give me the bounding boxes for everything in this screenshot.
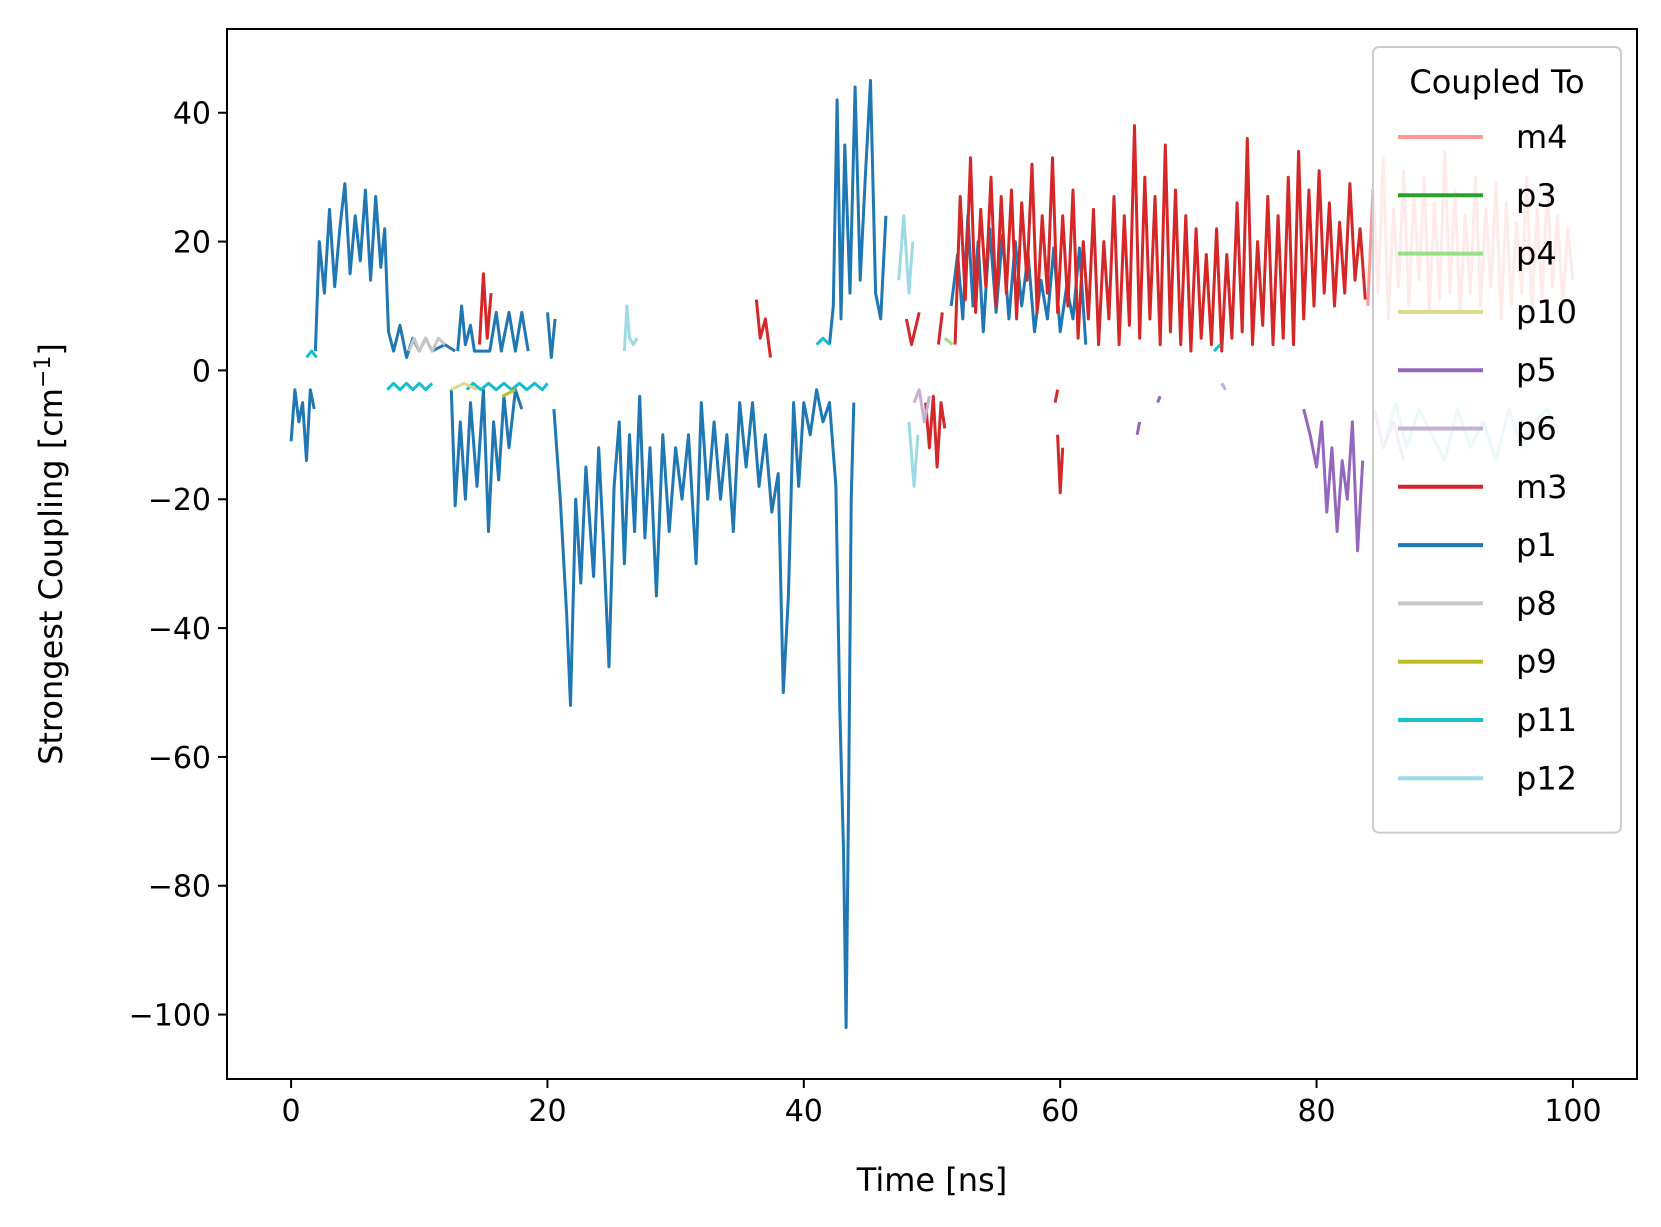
- legend-label-p3: p3: [1516, 176, 1557, 214]
- series-p10-segment-0: [450, 381, 478, 392]
- series-p5: [1135, 395, 1365, 553]
- series-p5-segment-1: [1135, 421, 1142, 436]
- series-m3-segment-2: [904, 312, 921, 347]
- x-axis-label: Time [ns]: [856, 1161, 1007, 1199]
- series-p11-segment-2: [305, 349, 318, 359]
- series-p4: [943, 337, 954, 346]
- plot-frame: [226, 28, 1638, 1080]
- y-tick-label-20: 20: [173, 226, 211, 261]
- series-m3-segment-5: [953, 124, 1367, 353]
- legend-label-m4: m4: [1516, 118, 1568, 156]
- legend-label-p9: p9: [1516, 643, 1557, 681]
- x-tick-label-60: 60: [1041, 1094, 1079, 1129]
- tick-layer: 0 20 40 60 80 100 40 20 0 −20 −40 −60 −80 −100: [129, 97, 1602, 1129]
- series-m3-segment-7: [1056, 434, 1065, 495]
- series-p9: [501, 388, 517, 398]
- series-m3-segment-6: [1053, 389, 1060, 403]
- series-m3-segment-1: [754, 299, 772, 358]
- legend-label-p5: p5: [1516, 351, 1557, 389]
- y-tick-label--20: −20: [148, 483, 211, 518]
- legend-label-p1: p1: [1516, 526, 1557, 564]
- y-tick-label--40: −40: [148, 612, 211, 647]
- series-p1-segment-7: [949, 214, 1088, 345]
- x-tick-label-20: 20: [528, 1094, 566, 1129]
- series-m3: [478, 124, 1367, 495]
- series-p12-segment-0: [622, 304, 639, 352]
- x-tick-label-40: 40: [785, 1094, 823, 1129]
- series-p1-segment-3: [456, 304, 530, 353]
- series-m3-segment-3: [924, 394, 947, 469]
- x-tick-label-0: 0: [282, 1094, 301, 1129]
- y-axis-label: Strongest Coupling [cm−1]: [31, 343, 70, 765]
- x-tick-label-100: 100: [1544, 1094, 1601, 1129]
- y-tick-label--80: −80: [148, 870, 211, 905]
- legend-label-p12: p12: [1516, 759, 1577, 797]
- legend-box: [1372, 46, 1622, 834]
- series-p1-segment-5: [552, 388, 856, 1029]
- series-p10: [450, 381, 478, 392]
- y-tick-label-0: 0: [192, 354, 211, 389]
- series-p8-segment-0: [407, 336, 446, 353]
- series-layer: [289, 79, 1575, 1029]
- series-p12-segment-2: [907, 421, 920, 488]
- series-p11: [305, 336, 1222, 392]
- series-p6-segment-0: [912, 388, 931, 424]
- legend-label-p11: p11: [1516, 701, 1577, 739]
- y-tick-label-40: 40: [173, 97, 211, 132]
- x-tick-label-80: 80: [1297, 1094, 1335, 1129]
- series-p5-segment-0: [1302, 408, 1365, 553]
- legend: Coupled To m4 p3 p4 p10 p5 p6 m3 p1 p8 p9 p11 p12: [1372, 46, 1622, 834]
- series-p1: [289, 79, 1088, 1029]
- y-tick-label--60: −60: [148, 741, 211, 776]
- legend-label-p10: p10: [1516, 293, 1577, 331]
- series-p1-segment-0: [289, 388, 316, 463]
- series-m3-segment-0: [478, 272, 493, 345]
- y-axis-label-close: ]: [32, 343, 70, 355]
- y-axis-label-main: Strongest Coupling [cm: [32, 388, 70, 765]
- y-axis-label-superscript: −1: [31, 356, 56, 388]
- legend-label-p6: p6: [1516, 410, 1557, 448]
- series-p5-segment-2: [1156, 395, 1162, 404]
- series-p11-segment-3: [815, 336, 831, 346]
- series-p8: [407, 336, 446, 353]
- series-p11-segment-4: [1212, 343, 1222, 353]
- series-p4-segment-0: [943, 337, 954, 346]
- series-p1-segment-2: [449, 388, 524, 533]
- legend-title: Coupled To: [1409, 63, 1584, 101]
- series-p1-segment-4: [546, 312, 557, 359]
- legend-label-p4: p4: [1516, 235, 1557, 273]
- series-p11-segment-0: [386, 381, 434, 392]
- series-p9-segment-0: [501, 388, 517, 398]
- y-tick-label--100: −100: [129, 999, 211, 1034]
- series-p11-segment-1: [465, 381, 549, 392]
- series-m3-segment-4: [936, 312, 944, 345]
- legend-label-m3: m3: [1516, 468, 1568, 506]
- series-p12-segment-1: [897, 214, 915, 295]
- series-p1-segment-6: [828, 79, 888, 345]
- legend-label-p8: p8: [1516, 584, 1557, 622]
- series-p6-segment-1: [1220, 382, 1227, 391]
